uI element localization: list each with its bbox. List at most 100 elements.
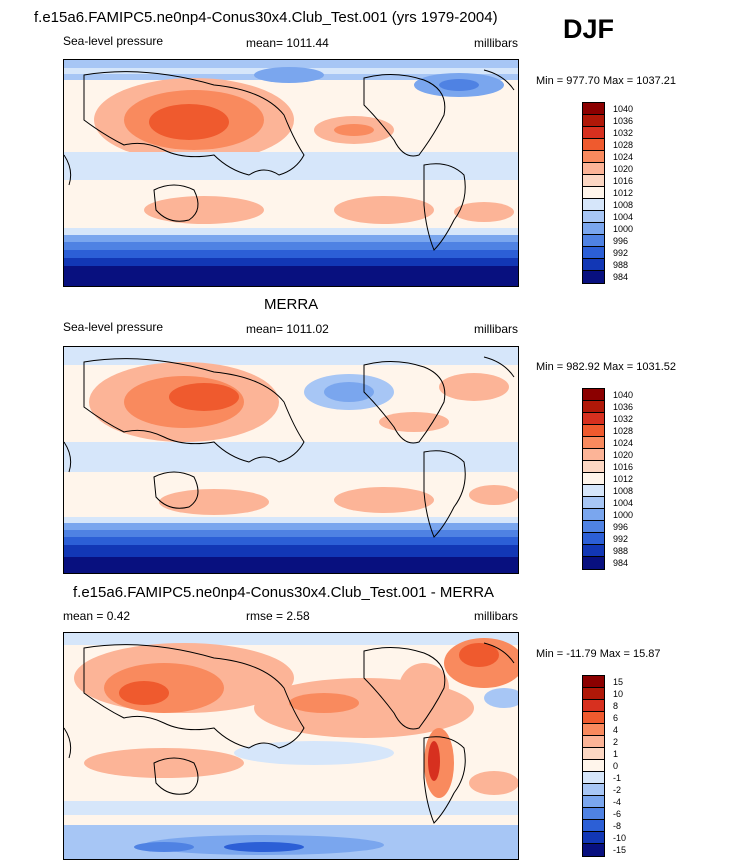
colorbar-box [583, 545, 604, 557]
colorbar-label: 15 [613, 677, 624, 687]
colorbar-label: 1016 [613, 462, 634, 472]
colorbar-label: 1024 [613, 152, 634, 162]
colorbar-box [583, 557, 604, 569]
colorbar-label: -1 [613, 773, 622, 783]
colorbar-box [583, 163, 604, 175]
panel1-mean-label: mean= 1011.44 [246, 36, 329, 50]
panel1-minmax: Min = 977.70 Max = 1037.21 [536, 75, 677, 87]
colorbar-box [583, 688, 604, 700]
colorbar-label: 1008 [613, 486, 634, 496]
panel3-colorbar [582, 675, 605, 857]
colorbar-box [583, 724, 604, 736]
colorbar-box [583, 223, 604, 235]
colorbar-label: 996 [613, 236, 629, 246]
colorbar-label: 1012 [613, 474, 634, 484]
colorbar-label: 1036 [613, 116, 634, 126]
panel2-minmax: Min = 982.92 Max = 1031.52 [536, 361, 677, 373]
colorbar-box [583, 808, 604, 820]
colorbar-box [583, 449, 604, 461]
colorbar-box [583, 187, 604, 199]
colorbar-label: 984 [613, 558, 629, 568]
colorbar-label: 0 [613, 761, 619, 771]
colorbar-label: 996 [613, 522, 629, 532]
colorbar-box [583, 413, 604, 425]
colorbar-box [583, 820, 604, 832]
panel3-units-label: millibars [474, 609, 519, 623]
colorbar-label: 10 [613, 689, 624, 699]
colorbar-box [583, 700, 604, 712]
colorbar-label: -4 [613, 797, 622, 807]
colorbar-label: 1000 [613, 224, 634, 234]
colorbar-label: -15 [613, 845, 627, 855]
colorbar-box [583, 796, 604, 808]
colorbar-box [583, 199, 604, 211]
colorbar-box [583, 509, 604, 521]
colorbar-label: 8 [613, 701, 619, 711]
colorbar-box [583, 712, 604, 724]
colorbar-label: 988 [613, 546, 629, 556]
colorbar-box [583, 521, 604, 533]
colorbar-label: 1016 [613, 176, 634, 186]
panel3-map [63, 632, 519, 860]
colorbar-label: 1008 [613, 200, 634, 210]
colorbar-box [583, 247, 604, 259]
colorbar-label: 984 [613, 272, 629, 282]
colorbar-label: 6 [613, 713, 619, 723]
colorbar-box [583, 533, 604, 545]
colorbar-label: 992 [613, 248, 629, 258]
colorbar-box [583, 497, 604, 509]
colorbar-label: 988 [613, 260, 629, 270]
colorbar-label: 2 [613, 737, 619, 747]
colorbar-box [583, 844, 604, 856]
panel3-minmax: Min = -11.79 Max = 15.87 [536, 648, 661, 660]
colorbar-label: 1032 [613, 128, 634, 138]
colorbar-box [583, 211, 604, 223]
colorbar-label: 1028 [613, 140, 634, 150]
colorbar-label: -6 [613, 809, 622, 819]
colorbar-box [583, 103, 604, 115]
colorbar-box [583, 425, 604, 437]
panel3-rmse-label: rmse = 2.58 [246, 609, 310, 623]
colorbar-box [583, 748, 604, 760]
panel2-title: MERRA [264, 296, 319, 313]
colorbar-label: 1020 [613, 450, 634, 460]
colorbar-label: 1000 [613, 510, 634, 520]
colorbar-box [583, 401, 604, 413]
colorbar-label: 1024 [613, 438, 634, 448]
panel3-mean-label: mean = 0.42 [63, 609, 131, 623]
colorbar-box [583, 139, 604, 151]
colorbar-label: 4 [613, 725, 619, 735]
panel2-units-label: millibars [474, 322, 519, 336]
colorbar-box [583, 772, 604, 784]
colorbar-box [583, 736, 604, 748]
colorbar-box [583, 115, 604, 127]
colorbar-box [583, 437, 604, 449]
colorbar-label: 992 [613, 534, 629, 544]
colorbar-box [583, 175, 604, 187]
panel2-colorbar [582, 388, 605, 570]
colorbar-label: 1020 [613, 164, 634, 174]
colorbar-label: 1036 [613, 402, 634, 412]
colorbar-label: 1004 [613, 498, 634, 508]
colorbar-box [583, 676, 604, 688]
colorbar-label: -8 [613, 821, 622, 831]
panel1-colorbar [582, 102, 605, 284]
colorbar-label: 1 [613, 749, 619, 759]
colorbar-box [583, 389, 604, 401]
panel1-variable-label: Sea-level pressure [63, 34, 164, 48]
colorbar-box [583, 832, 604, 844]
panel1-units-label: millibars [474, 36, 519, 50]
season-label: DJF [563, 14, 615, 44]
colorbar-box [583, 473, 604, 485]
colorbar-label: -2 [613, 785, 622, 795]
colorbar-box [583, 127, 604, 139]
colorbar-box [583, 485, 604, 497]
colorbar-box [583, 151, 604, 163]
colorbar-label: 1040 [613, 390, 634, 400]
colorbar-box [583, 259, 604, 271]
colorbar-box [583, 784, 604, 796]
colorbar-box [583, 235, 604, 247]
colorbar-box [583, 461, 604, 473]
panel1-title: f.e15a6.FAMIPC5.ne0np4-Conus30x4.Club_Te… [34, 9, 498, 26]
colorbar-label: 1004 [613, 212, 634, 222]
